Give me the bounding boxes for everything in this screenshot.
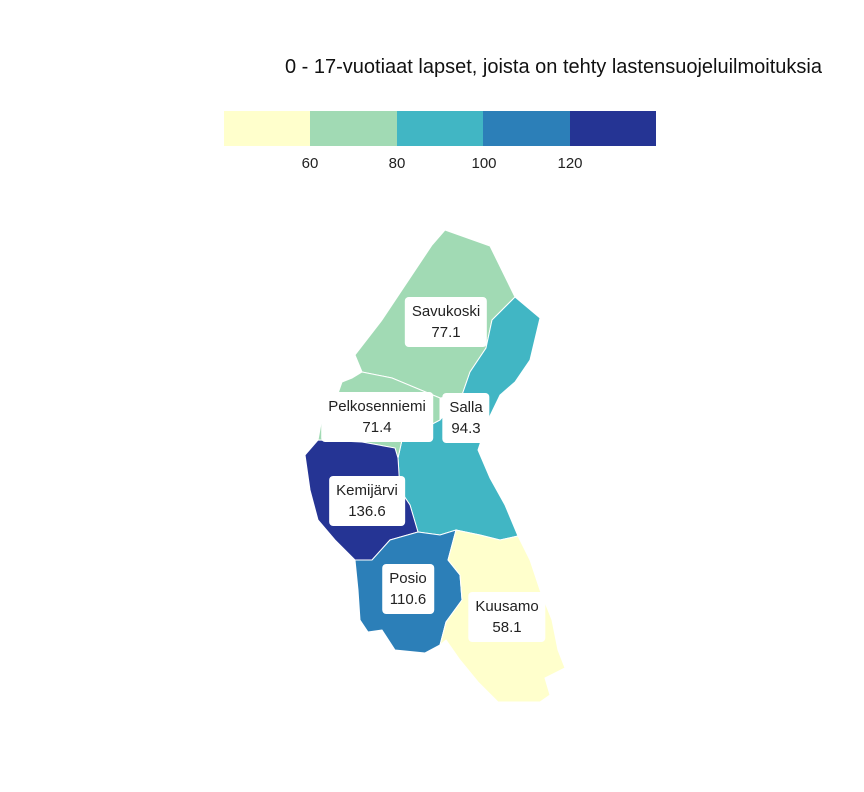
legend-tick-80: 80 (388, 155, 406, 172)
color-legend (224, 111, 657, 146)
label-salla-value: 94.3 (451, 420, 481, 437)
legend-swatch-3 (396, 111, 484, 146)
label-posio-value: 110.6 (389, 591, 427, 608)
legend-tick-100: 100 (471, 155, 497, 172)
legend-swatch-1 (224, 111, 311, 146)
label-pelkosenniemi-name: Pelkosenniemi (328, 398, 426, 415)
legend-swatch-4 (483, 111, 570, 146)
map-title: 0 - 17-vuotiaat lapset, joista on tehty … (285, 56, 822, 78)
label-kemijarvi-value: 136.6 (348, 503, 386, 520)
label-salla-name: Salla (449, 399, 483, 416)
label-savukoski: Savukoski 77.1 (404, 297, 488, 347)
label-kemijarvi-name: Kemijärvi (336, 482, 398, 499)
label-kuusamo-value: 58.1 (492, 619, 522, 636)
label-kuusamo: Kuusamo 58.1 (468, 592, 546, 642)
label-posio: Posio 110.6 (382, 564, 434, 614)
legend-swatch-2 (310, 111, 397, 146)
legend-tick-60: 60 (301, 155, 319, 172)
label-kemijarvi: Kemijärvi 136.6 (329, 476, 405, 526)
label-savukoski-name: Savukoski (411, 303, 481, 320)
label-kuusamo-name: Kuusamo (475, 598, 539, 615)
label-pelkosenniemi: Pelkosenniemi 71.4 (321, 392, 433, 442)
label-savukoski-value: 77.1 (431, 324, 461, 341)
legend-tick-120: 120 (557, 155, 583, 172)
legend-swatch-5 (569, 111, 657, 146)
label-pelkosenniemi-value: 71.4 (362, 419, 392, 436)
label-posio-name: Posio (389, 570, 427, 587)
label-salla: Salla 94.3 (442, 393, 490, 443)
